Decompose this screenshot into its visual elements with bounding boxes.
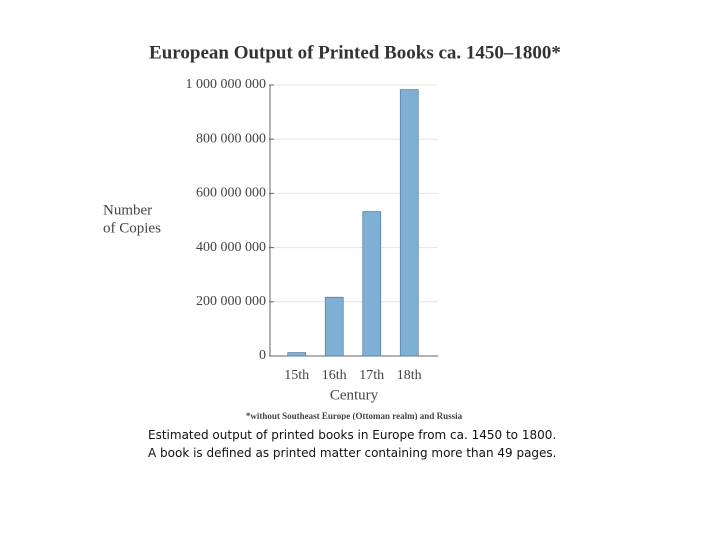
x-tick-label: 15th <box>284 368 309 383</box>
bar <box>399 89 419 357</box>
x-tick-label: 18th <box>397 368 422 383</box>
x-tick-label: 17th <box>359 368 384 383</box>
y-tick-label: 800 000 000 <box>196 131 266 146</box>
y-axis-label: Number <box>103 202 152 218</box>
chart: European Output of Printed Books ca. 145… <box>103 42 561 420</box>
bar <box>287 352 307 357</box>
bar <box>362 211 382 357</box>
footnote: *without Southeast Europe (Ottoman realm… <box>246 411 463 420</box>
y-tick-label: 200 000 000 <box>196 294 266 309</box>
chart-title: European Output of Printed Books ca. 145… <box>149 42 561 63</box>
x-tick-label: 16th <box>322 368 347 383</box>
caption: Estimated output of printed books in Eur… <box>148 428 557 460</box>
x-axis-label: Century <box>330 387 379 403</box>
bar <box>324 296 344 357</box>
y-tick-label: 400 000 000 <box>196 240 266 255</box>
y-tick-label: 0 <box>259 348 266 363</box>
y-tick-label: 1 000 000 000 <box>186 77 267 92</box>
y-axis-label: of Copies <box>103 220 161 236</box>
y-tick-label: 600 000 000 <box>196 186 266 201</box>
